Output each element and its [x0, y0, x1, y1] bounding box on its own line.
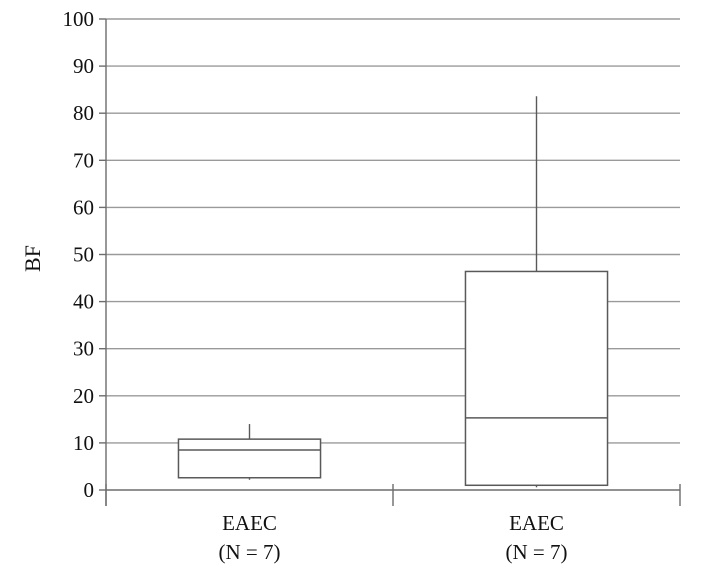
y-tick-label: 60 [73, 195, 94, 219]
gridlines [106, 18, 680, 444]
y-tick-label: 20 [73, 384, 94, 408]
y-tick-label: 40 [73, 290, 94, 314]
category-label-line1: EAEC [222, 511, 277, 535]
category-label-line1: EAEC [509, 511, 564, 535]
boxes [177, 96, 609, 488]
y-tick-label: 70 [73, 148, 94, 172]
y-tick-label: 80 [73, 101, 94, 125]
box-iqr [177, 438, 322, 479]
category-label-line2: (N = 7) [219, 540, 281, 564]
x-category-labels: EAEC (N = 7) EAEC (N = 7) [219, 511, 568, 564]
y-axis-title: BF [20, 245, 45, 272]
box-2 [464, 96, 609, 488]
axes [99, 18, 681, 506]
category-label-line2: (N = 7) [506, 540, 568, 564]
y-tick-label: 90 [73, 54, 94, 78]
y-tick-label: 100 [63, 7, 95, 31]
y-tick-label: 30 [73, 337, 94, 361]
y-tick-label: 10 [73, 431, 94, 455]
y-tick-labels: 0 10 20 30 40 50 60 70 80 90 100 [63, 7, 95, 502]
y-tick-label: 0 [84, 478, 95, 502]
box-1 [177, 424, 322, 480]
box-iqr [464, 270, 609, 487]
y-tick-label: 50 [73, 243, 94, 267]
